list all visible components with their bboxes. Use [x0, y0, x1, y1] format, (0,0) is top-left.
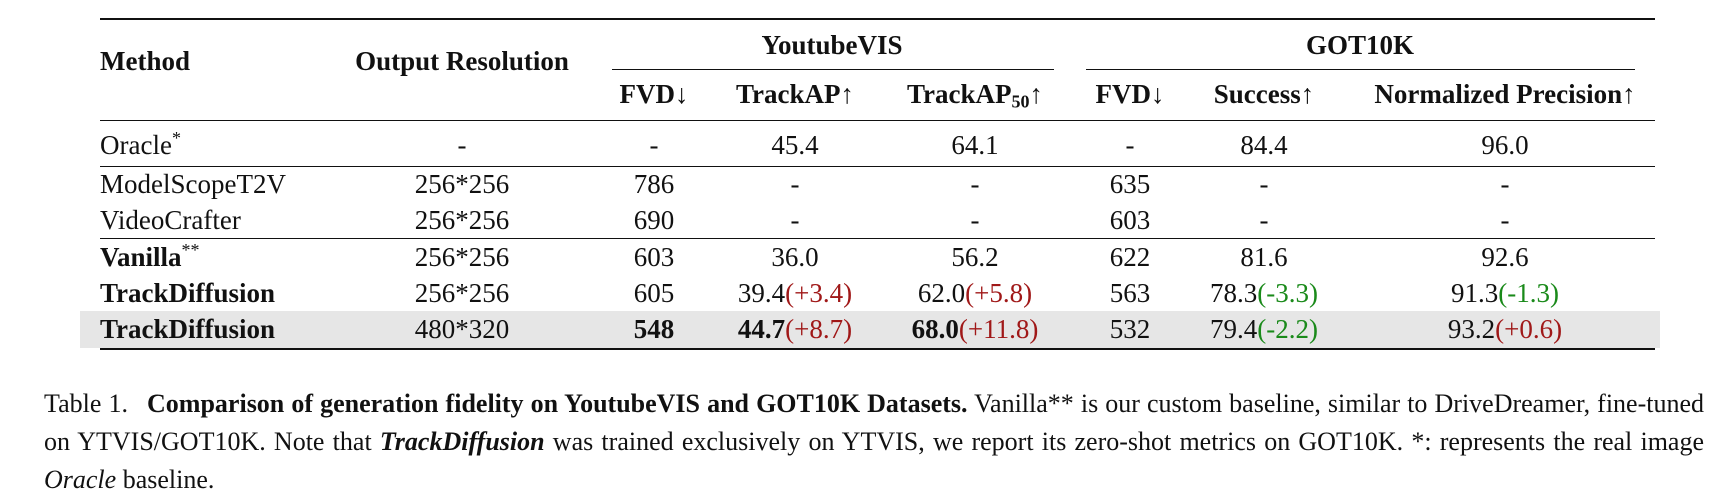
cell-yt-trackap50: 64.1 [951, 130, 999, 160]
cell-got-success: 78.3(-3.3) [1210, 278, 1318, 308]
cell-resolution: - [457, 130, 467, 160]
cell-resolution: 256*256 [414, 205, 510, 235]
caption-oracle: Oracle [44, 465, 117, 494]
table-caption: Table 1. Comparison of generation fideli… [44, 385, 1704, 499]
cell-yt-trackap50: 56.2 [951, 242, 999, 272]
cell-yt-trackap: - [790, 169, 800, 199]
highlight-row-band [80, 311, 1660, 348]
group-rule-2 [100, 238, 1655, 239]
youtubevis-group-rule [612, 69, 1054, 70]
cell-yt-trackap50: - [970, 169, 980, 199]
cell-resolution: 480*320 [414, 314, 510, 344]
caption-label: Table 1. [44, 389, 128, 418]
cell-got-fvd: 532 [1109, 314, 1151, 344]
top-rule [100, 18, 1655, 20]
cell-resolution: 256*256 [414, 242, 510, 272]
table-row-modelscope-method: ModelScopeT2V [100, 169, 286, 199]
cell-yt-trackap: 45.4 [771, 130, 819, 160]
cell-got-np: - [1500, 169, 1510, 199]
cell-got-np: 92.6 [1481, 242, 1529, 272]
header-bottom-rule [100, 120, 1655, 121]
cell-yt-trackap: 44.7(+8.7) [737, 314, 853, 344]
cell-got-np: - [1500, 205, 1510, 235]
cell-yt-trackap50: 62.0(+5.8) [917, 278, 1033, 308]
cell-yt-trackap50: - [970, 205, 980, 235]
cell-got-np: 93.2(+0.6) [1447, 314, 1563, 344]
table-row-vanilla-method: Vanilla** [100, 240, 200, 272]
header-yt-trackap50: TrackAP50↑ [907, 79, 1043, 112]
cell-resolution: 256*256 [414, 278, 510, 308]
header-output-resolution: Output Resolution [355, 46, 569, 76]
cell-got-success: - [1259, 169, 1269, 199]
group-rule-1 [100, 166, 1655, 167]
cell-got-fvd: 563 [1109, 278, 1151, 308]
header-got-fvd: FVD↓ [1095, 79, 1165, 109]
cell-yt-fvd: 548 [633, 314, 675, 344]
cell-yt-fvd: - [649, 130, 659, 160]
table-row-videocrafter-method: VideoCrafter [100, 205, 241, 235]
caption-emph-trackdiffusion: TrackDiffusion [379, 427, 545, 456]
cell-resolution: 256*256 [414, 169, 510, 199]
bottom-rule [100, 348, 1655, 350]
header-got10k: GOT10K [1305, 30, 1415, 60]
caption-text-2: was trained exclusively on YTVIS, we rep… [552, 427, 1705, 456]
cell-got-np: 91.3(-1.3) [1451, 278, 1559, 308]
cell-yt-fvd: 603 [633, 242, 675, 272]
cell-yt-trackap: 39.4(+3.4) [737, 278, 853, 308]
cell-yt-fvd: 690 [633, 205, 675, 235]
header-youtubevis: YoutubeVIS [761, 30, 903, 60]
cell-yt-fvd: 786 [633, 169, 675, 199]
cell-got-fvd: - [1125, 130, 1135, 160]
caption-title: Comparison of generation fidelity on You… [147, 389, 968, 418]
table-row-trackdiffusion-256-method: TrackDiffusion [100, 278, 276, 308]
header-got-success: Success↑ [1213, 79, 1315, 109]
table-row-oracle-method: Oracle* [100, 128, 181, 160]
caption-text-1: Vanilla** is our custom baseline, simila… [44, 389, 1705, 456]
header-got-normalized-precision: Normalized Precision↑ [1374, 79, 1636, 109]
table-row-trackdiffusion-480-method: TrackDiffusion [100, 314, 276, 344]
cell-yt-fvd: 605 [633, 278, 675, 308]
cell-got-fvd: 622 [1109, 242, 1151, 272]
cell-got-success: 81.6 [1240, 242, 1288, 272]
cell-got-fvd: 603 [1109, 205, 1151, 235]
cell-yt-trackap: - [790, 205, 800, 235]
got10k-group-rule [1086, 69, 1635, 70]
header-method: Method [100, 46, 190, 76]
cell-got-success: - [1259, 205, 1269, 235]
caption-text-3: baseline. [122, 465, 215, 494]
cell-got-fvd: 635 [1109, 169, 1151, 199]
cell-got-np: 96.0 [1481, 130, 1529, 160]
cell-yt-trackap: 36.0 [771, 242, 819, 272]
header-yt-fvd: FVD↓ [619, 79, 689, 109]
cell-got-success: 79.4(-2.2) [1210, 314, 1318, 344]
header-yt-trackap: TrackAP↑ [736, 79, 854, 109]
cell-yt-trackap50: 68.0(+11.8) [911, 314, 1039, 344]
cell-got-success: 84.4 [1240, 130, 1288, 160]
